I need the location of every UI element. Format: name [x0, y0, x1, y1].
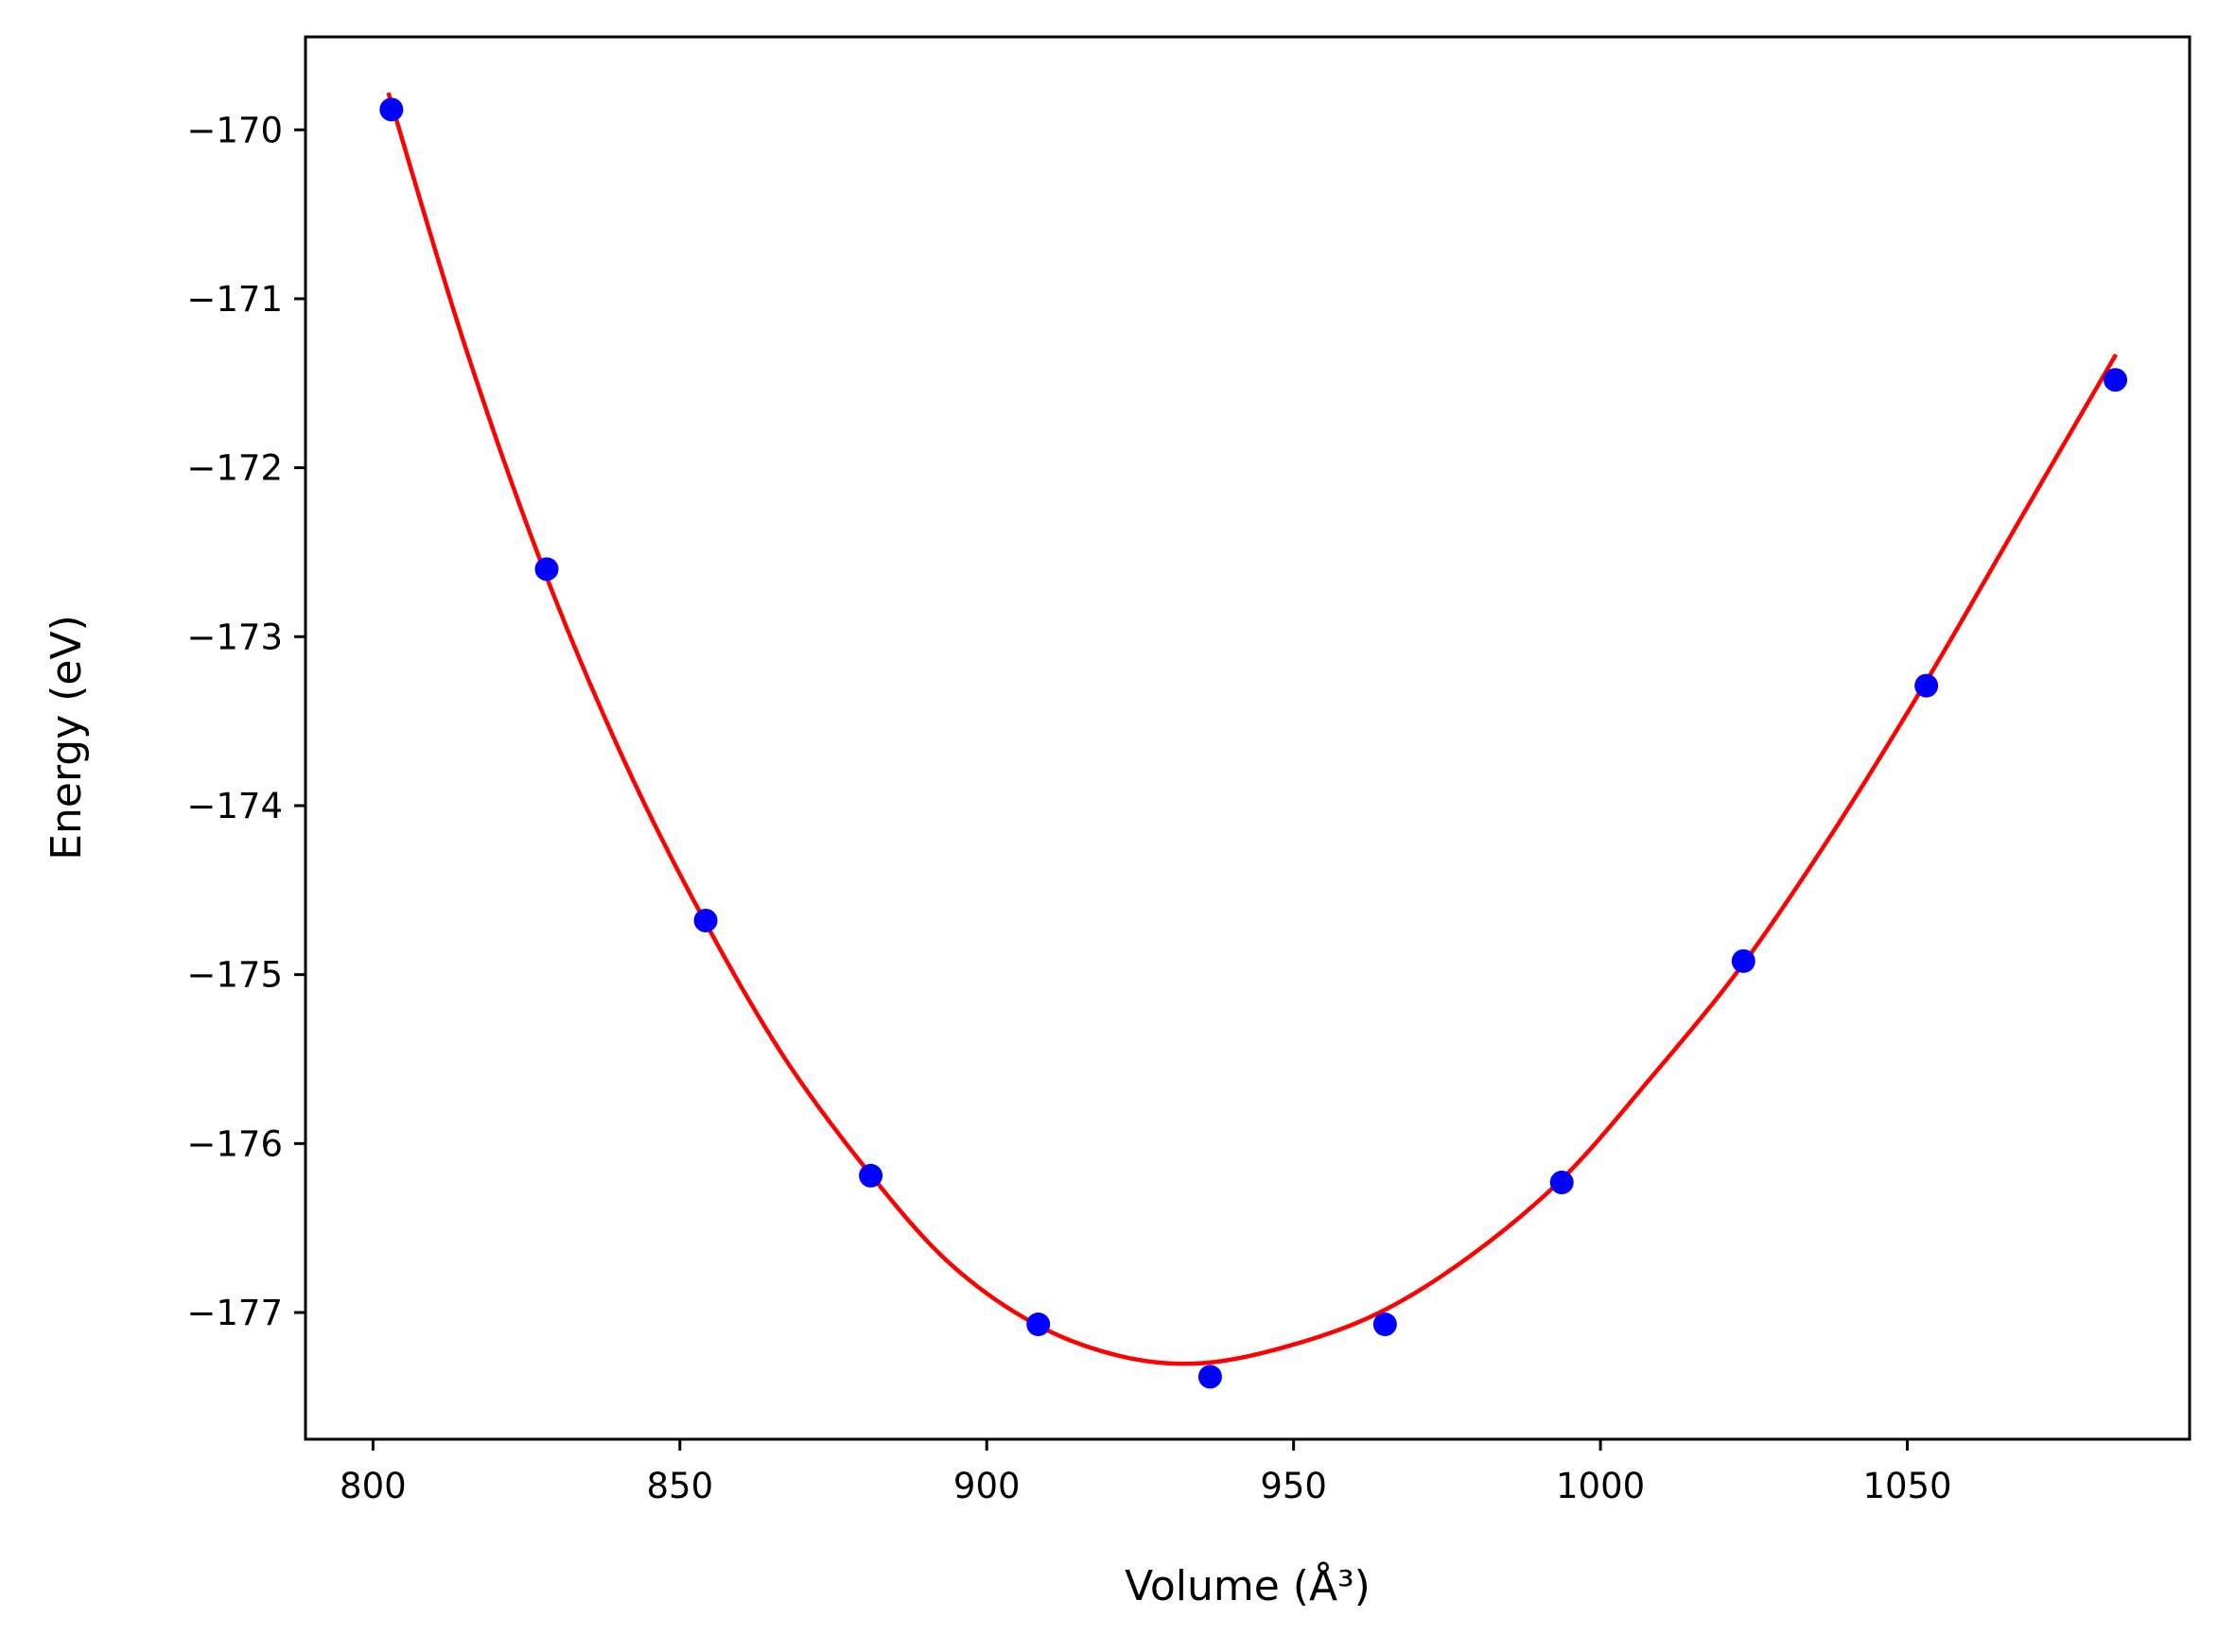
x-tick-label: 1050: [1862, 1466, 1951, 1506]
x-tick-label: 1000: [1556, 1466, 1645, 1506]
y-tick-label: −172: [186, 448, 283, 489]
data-point: [1026, 1313, 1051, 1337]
y-axis: −170 −171 −172 −173 −174 −175 −176 −177: [186, 110, 306, 1333]
x-axis: 800 850 900 950 1000 1050: [340, 1439, 1952, 1506]
fit-curve-layer: [386, 92, 2119, 1366]
y-tick-label: −176: [186, 1123, 283, 1164]
data-point: [1731, 948, 1755, 973]
data-point: [1914, 673, 1939, 698]
x-tick-label: 850: [646, 1466, 713, 1506]
data-point: [1372, 1313, 1397, 1337]
y-tick-label: −175: [186, 955, 283, 996]
y-tick-label: −173: [186, 617, 283, 657]
data-point: [1549, 1170, 1574, 1194]
data-point: [859, 1163, 883, 1188]
y-tick-label: −174: [186, 786, 283, 826]
data-point: [1197, 1365, 1222, 1389]
data-point: [2103, 368, 2127, 392]
x-axis-label: Volume (Å³): [1125, 1560, 1371, 1610]
y-tick-label: −170: [186, 110, 283, 150]
fit-curve-line: [386, 92, 2119, 1366]
data-point: [379, 97, 404, 122]
data-point: [693, 908, 718, 932]
plot-area: [304, 35, 2192, 1441]
data-point: [534, 557, 559, 582]
x-tick-label: 800: [340, 1466, 407, 1506]
x-tick-label: 950: [1260, 1466, 1327, 1506]
y-axis-label: Energy (eV): [43, 615, 91, 861]
data-points-layer: [379, 97, 2127, 1389]
x-tick-label: 900: [953, 1466, 1021, 1506]
y-tick-label: −177: [186, 1293, 283, 1333]
y-tick-label: −171: [186, 279, 283, 320]
plot-frame: [304, 35, 2192, 1441]
